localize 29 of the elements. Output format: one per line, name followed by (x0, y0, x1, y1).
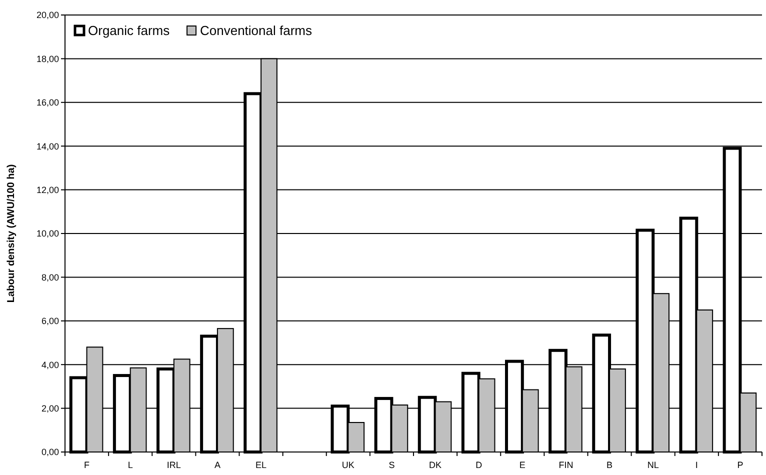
y-axis-title: Labour density (AWU/100 ha) (6, 164, 17, 303)
y-tick-label: 10,00 (36, 228, 59, 239)
x-tick-label: IRL (166, 460, 181, 470)
x-tick-label: FIN (558, 460, 574, 470)
legend-label: Organic farms (88, 23, 170, 38)
x-tick-label: P (737, 460, 744, 470)
y-tick-label: 12,00 (36, 184, 59, 195)
y-tick-label: 6,00 (41, 316, 59, 326)
x-tick-label: D (476, 460, 483, 470)
y-tick-label: 18,00 (36, 54, 59, 64)
x-tick-label: NL (647, 460, 659, 470)
x-tick-label: A (214, 460, 220, 470)
x-tick-label: F (84, 460, 90, 470)
y-tick-label: 0,00 (41, 447, 59, 458)
x-tick-label: S (388, 460, 395, 470)
y-tick-label: 4,00 (41, 360, 59, 370)
y-tick-label: 20,00 (36, 10, 59, 20)
x-tick-label: B (606, 460, 613, 470)
x-tick-label: DK (429, 460, 442, 470)
x-tick-label: EL (256, 460, 267, 470)
x-tick-label: L (128, 460, 133, 470)
x-tick-label: E (519, 460, 526, 470)
y-tick-label: 16,00 (36, 98, 59, 108)
legend-label: Conventional farms (200, 23, 312, 38)
y-tick-label: 8,00 (41, 272, 59, 282)
y-tick-label: 2,00 (41, 403, 59, 414)
x-tick-label: I (695, 460, 698, 470)
x-tick-label: UK (342, 460, 354, 470)
y-tick-label: 14,00 (36, 141, 59, 152)
